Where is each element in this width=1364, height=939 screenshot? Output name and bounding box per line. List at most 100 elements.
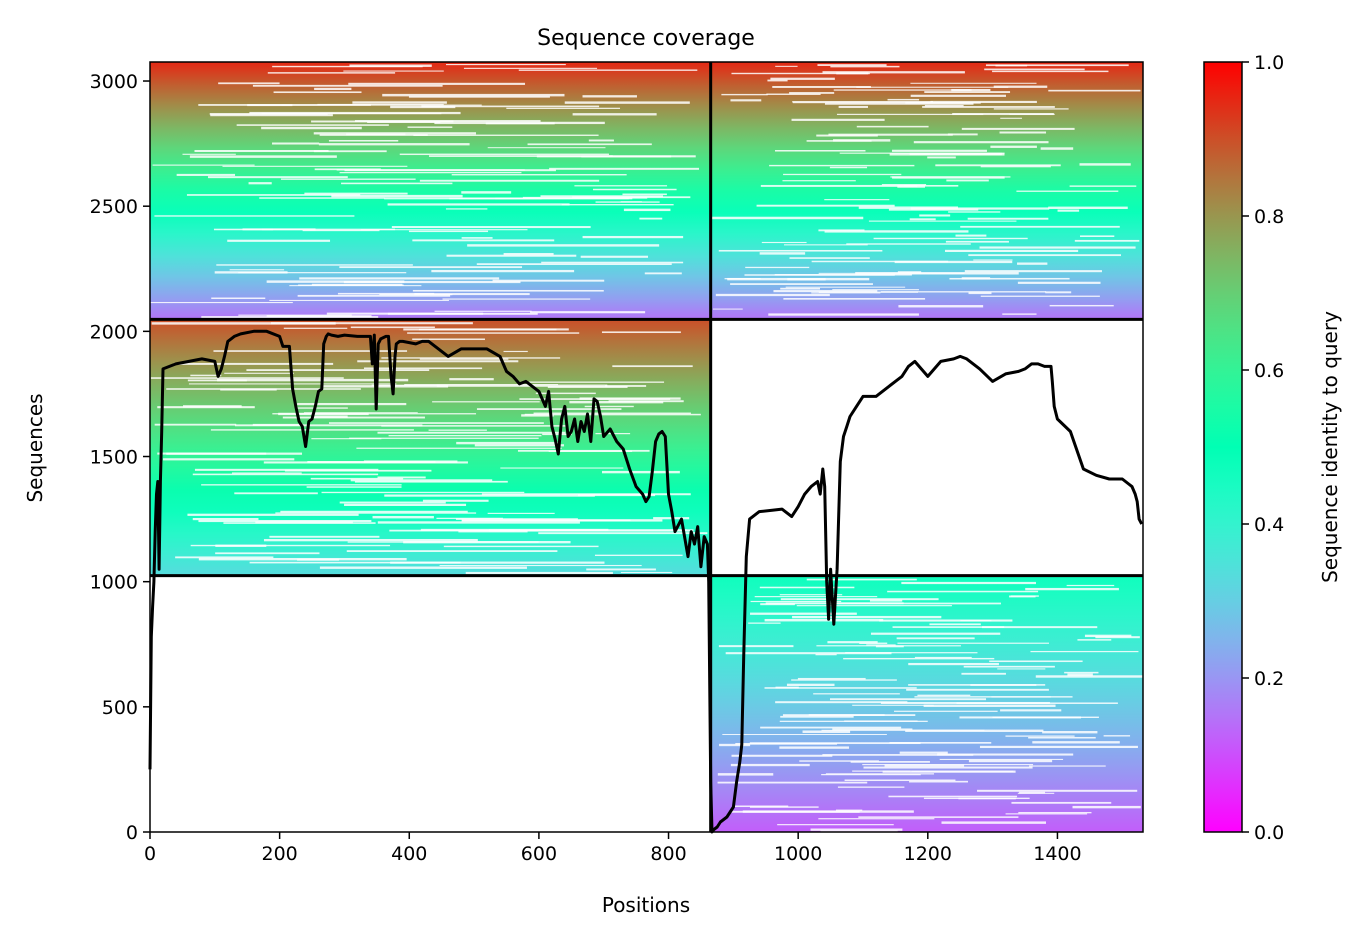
alignment-gap bbox=[198, 520, 372, 523]
alignment-gap bbox=[389, 529, 515, 532]
alignment-gap bbox=[352, 101, 447, 104]
alignment-gap bbox=[266, 315, 372, 318]
alignment-gap bbox=[344, 503, 467, 507]
alignment-gap bbox=[1029, 765, 1106, 767]
alignment-gap bbox=[234, 492, 318, 495]
alignment-gap bbox=[899, 751, 948, 754]
alignment-gap bbox=[586, 568, 656, 571]
alignment-gap bbox=[968, 254, 1121, 257]
alignment-gap bbox=[822, 71, 965, 74]
alignment-gap bbox=[412, 338, 485, 341]
alignment-gap bbox=[187, 513, 359, 516]
colorbar-tick-label: 0.2 bbox=[1254, 668, 1284, 690]
alignment-gap bbox=[937, 753, 1074, 756]
alignment-gap bbox=[302, 229, 380, 232]
alignment-gap bbox=[1067, 673, 1093, 676]
alignment-gap bbox=[602, 470, 680, 474]
alignment-gap bbox=[431, 269, 575, 273]
alignment-gap bbox=[344, 169, 556, 172]
alignment-gap bbox=[419, 179, 600, 182]
alignment-gap bbox=[318, 143, 470, 146]
alignment-gap bbox=[572, 196, 691, 199]
alignment-gap bbox=[348, 82, 526, 85]
alignment-gap bbox=[821, 774, 921, 776]
alignment-gap bbox=[465, 571, 613, 575]
alignment-gap bbox=[413, 134, 599, 136]
x-tick-label: 0 bbox=[144, 843, 156, 865]
alignment-gap bbox=[1032, 741, 1120, 744]
alignment-gap bbox=[780, 598, 939, 601]
alignment-gap bbox=[581, 155, 672, 158]
alignment-gap bbox=[182, 153, 236, 155]
alignment-gap bbox=[1069, 185, 1137, 187]
alignment-gap bbox=[822, 754, 974, 756]
alignment-gap bbox=[891, 149, 987, 152]
alignment-gap bbox=[989, 660, 1083, 663]
alignment-gap bbox=[207, 176, 348, 179]
x-axis-label: Positions bbox=[602, 893, 690, 917]
alignment-gap bbox=[577, 493, 656, 497]
alignment-gap bbox=[283, 327, 348, 329]
alignment-gap bbox=[639, 217, 663, 220]
colorbar-tick-label: 0.0 bbox=[1254, 822, 1284, 844]
alignment-gap bbox=[824, 102, 974, 105]
alignment-gap bbox=[880, 291, 1047, 293]
alignment-gap bbox=[730, 99, 762, 102]
alignment-gap bbox=[777, 824, 894, 826]
alignment-gap bbox=[845, 652, 978, 654]
alignment-gap bbox=[979, 745, 1138, 749]
alignment-gap bbox=[981, 626, 1098, 629]
alignment-gap bbox=[261, 112, 442, 115]
alignment-gap bbox=[796, 605, 952, 607]
alignment-gap bbox=[1048, 206, 1128, 210]
alignment-gap bbox=[908, 684, 1046, 686]
alignment-gap bbox=[999, 131, 1047, 134]
alignment-gap bbox=[806, 140, 872, 142]
alignment-gap bbox=[832, 728, 913, 731]
alignment-gap bbox=[909, 780, 969, 783]
alignment-gap bbox=[297, 294, 451, 297]
alignment-gap bbox=[215, 544, 267, 547]
alignment-gap bbox=[914, 656, 972, 659]
alignment-gap bbox=[270, 322, 473, 325]
alignment-gap bbox=[898, 305, 984, 308]
alignment-gap bbox=[418, 328, 557, 331]
alignment-gap bbox=[201, 316, 379, 319]
alignment-gap bbox=[858, 206, 959, 209]
alignment-gap bbox=[930, 100, 1037, 104]
alignment-gap bbox=[846, 243, 971, 245]
alignment-gap bbox=[858, 816, 1019, 818]
alignment-gap bbox=[789, 92, 835, 94]
alignment-gap bbox=[442, 298, 591, 300]
alignment-gap bbox=[476, 263, 672, 266]
alignment-gap bbox=[775, 65, 798, 67]
msa-block-fill bbox=[150, 62, 711, 320]
alignment-gap bbox=[263, 461, 468, 464]
y-axis-label: Sequences bbox=[23, 393, 47, 502]
alignment-gap bbox=[913, 141, 1049, 144]
alignment-gap bbox=[773, 290, 878, 293]
alignment-gap bbox=[321, 491, 525, 494]
alignment-gap bbox=[304, 192, 408, 195]
alignment-gap bbox=[721, 93, 768, 96]
alignment-gap bbox=[766, 93, 821, 95]
alignment-gap bbox=[718, 645, 794, 648]
alignment-gap bbox=[377, 521, 580, 524]
alignment-gap bbox=[791, 679, 897, 681]
alignment-gap bbox=[461, 237, 493, 239]
alignment-gap bbox=[387, 312, 538, 315]
alignment-gap bbox=[888, 795, 1018, 798]
alignment-gap bbox=[407, 126, 453, 128]
alignment-gap bbox=[946, 179, 989, 182]
alignment-gap bbox=[313, 132, 477, 135]
alignment-gap bbox=[997, 668, 1046, 670]
alignment-gap bbox=[836, 113, 984, 116]
alignment-gap bbox=[372, 515, 434, 519]
alignment-gap bbox=[445, 208, 488, 210]
alignment-gap bbox=[768, 313, 919, 316]
alignment-gap bbox=[855, 272, 1019, 275]
alignment-gap bbox=[818, 818, 935, 820]
alignment-gap bbox=[331, 194, 463, 198]
alignment-gap bbox=[911, 770, 1014, 772]
